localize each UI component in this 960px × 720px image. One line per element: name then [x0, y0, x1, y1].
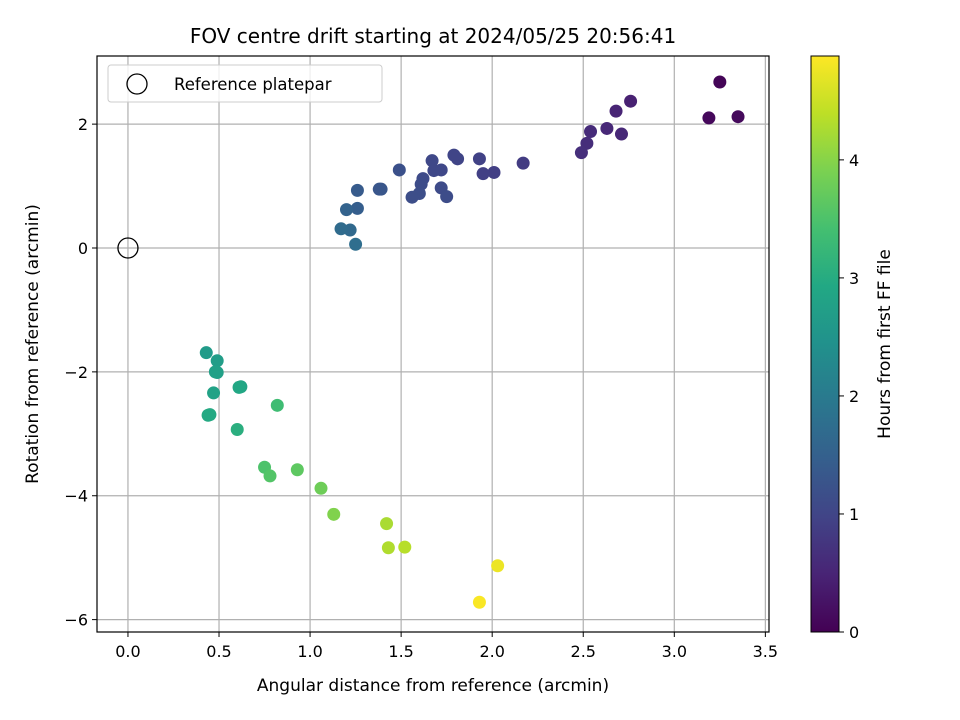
legend: Reference platepar [107, 64, 383, 103]
data-point [381, 541, 395, 555]
data-point [210, 354, 224, 368]
data-point [472, 152, 486, 166]
x-tick-label: 2.5 [571, 642, 596, 661]
x-tick-label: 3.5 [753, 642, 778, 661]
x-tick-label: 1.0 [297, 642, 322, 661]
data-point [516, 156, 530, 170]
data-points [199, 75, 745, 609]
data-point [713, 75, 727, 89]
data-point [339, 203, 353, 217]
data-point [425, 154, 439, 168]
data-point [447, 148, 461, 162]
data-point [203, 408, 217, 422]
data-point [491, 559, 505, 573]
colorbar-tick-label: 3 [849, 269, 859, 288]
x-tick-label: 0.5 [206, 642, 231, 661]
legend-box [107, 64, 383, 103]
data-point [600, 121, 614, 135]
data-point [609, 104, 623, 118]
data-point [472, 595, 486, 609]
reference-marker-group [117, 237, 139, 259]
y-axis-ticks: −6 −4 −2 0 2 [64, 115, 97, 630]
data-point [290, 463, 304, 477]
data-point [207, 386, 221, 400]
data-point [614, 127, 628, 141]
y-tick-label: −6 [64, 611, 88, 630]
chart-title: FOV centre drift starting at 2024/05/25 … [190, 24, 676, 48]
data-point [208, 365, 222, 379]
data-point [584, 125, 598, 139]
data-point [263, 469, 277, 483]
data-point [349, 237, 363, 251]
y-tick-label: 2 [78, 115, 88, 134]
x-tick-label: 3.0 [662, 642, 687, 661]
data-point [624, 94, 638, 108]
data-point [380, 517, 394, 531]
data-point [487, 165, 501, 179]
data-point [440, 190, 454, 204]
data-point [232, 380, 246, 394]
data-point [314, 481, 328, 495]
data-point [327, 507, 341, 521]
y-tick-label: 0 [78, 239, 88, 258]
x-axis-ticks: 0.0 0.5 1.0 1.5 2.0 2.5 3.0 3.5 [115, 632, 778, 661]
data-point [731, 110, 745, 124]
data-point [398, 540, 412, 554]
colorbar-tick-label: 0 [849, 623, 859, 642]
data-point [350, 183, 364, 197]
data-point [350, 201, 364, 215]
y-tick-label: −4 [64, 487, 88, 506]
y-tick-label: −2 [64, 363, 88, 382]
data-point [199, 346, 213, 360]
colorbar-gradient [810, 55, 840, 633]
colorbar-label: Hours from first FF file [875, 249, 895, 439]
data-point [392, 163, 406, 177]
data-point [334, 222, 348, 236]
data-point [574, 146, 588, 160]
colorbar: 0 1 2 3 4 Hours from first FF file [810, 55, 895, 642]
reference-marker [117, 237, 139, 259]
colorbar-tick-label: 2 [849, 387, 859, 406]
data-point [434, 163, 448, 177]
data-point [270, 398, 284, 412]
x-axis-label: Angular distance from reference (arcmin) [257, 676, 609, 696]
data-point [405, 190, 419, 204]
x-tick-label: 0.0 [115, 642, 140, 661]
data-point [230, 422, 244, 436]
colorbar-tick-label: 1 [849, 505, 859, 524]
data-point [702, 111, 716, 125]
y-axis-label: Rotation from reference (arcmin) [23, 204, 43, 484]
x-tick-label: 2.0 [479, 642, 504, 661]
data-point [476, 167, 490, 181]
data-point [372, 182, 386, 196]
grid [97, 56, 769, 632]
legend-label-reference: Reference platepar [174, 75, 332, 94]
colorbar-ticks: 0 1 2 3 4 [839, 151, 859, 642]
colorbar-tick-label: 4 [849, 151, 859, 170]
x-tick-label: 1.5 [388, 642, 413, 661]
legend-reference-marker [126, 73, 148, 95]
plot-frame [96, 55, 770, 633]
